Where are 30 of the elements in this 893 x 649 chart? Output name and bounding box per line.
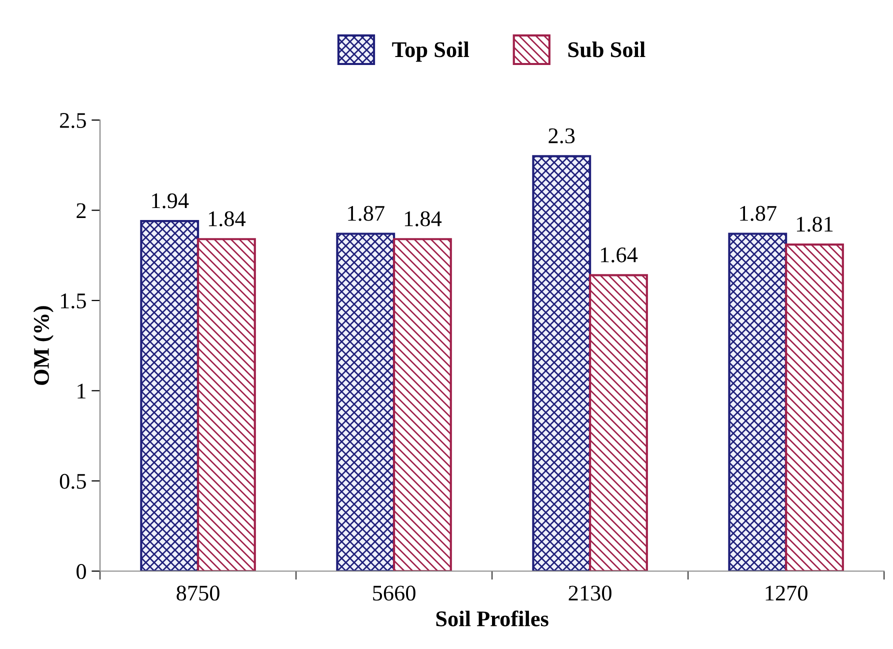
y-tick-label: 1 [78,384,86,398]
x-tick-label: 8750 [176,586,220,601]
data-label: 1.87 [740,206,776,221]
data-label: 1.84 [404,211,442,226]
bar [336,232,396,572]
y-tick-label: 0 [76,564,86,580]
legend-label: Sub Soil [568,42,646,58]
y-tick-label: 2.5 [60,113,86,128]
bar [196,238,256,572]
y-tick-label: 1.5 [61,294,86,309]
y-tick-label: 2 [76,203,86,218]
bar [532,155,592,572]
y-tick-label: 0.5 [60,474,86,489]
data-label: 1.87 [348,206,384,221]
data-label: 2.3 [548,128,575,144]
data-label: 1.64 [600,247,638,262]
legend-label: Top Soil [392,42,470,62]
bar [589,274,648,572]
data-label: 1.94 [152,193,189,208]
x-tick-label: 5660 [373,586,416,601]
bar [140,220,200,572]
x-tick-label: 2130 [568,586,612,601]
bar [392,238,452,572]
data-label: 1.84 [208,211,246,226]
bar [728,232,788,572]
bar [785,244,844,572]
data-label: 1.81 [796,216,833,232]
x-axis-title: Soil Profiles [436,610,548,626]
y-axis-title: OM (%) [33,306,54,385]
x-tick-label: 1270 [766,586,808,601]
